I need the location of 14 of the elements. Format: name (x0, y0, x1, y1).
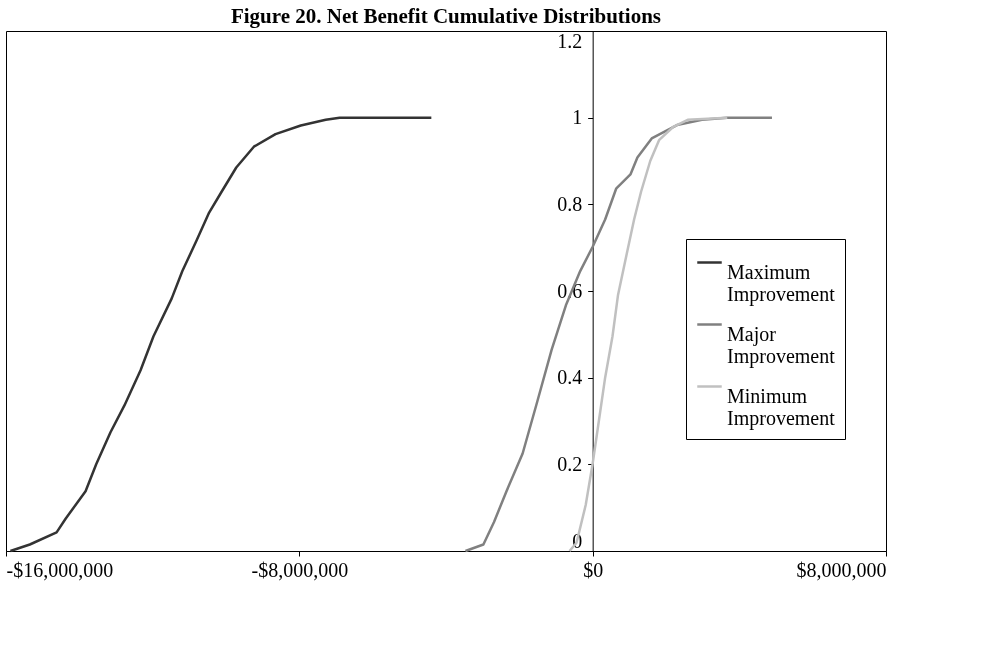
y-tick-label: 0.8 (557, 192, 583, 215)
y-tick-label: 1.2 (557, 29, 583, 52)
y-tick-label: 0.6 (557, 279, 583, 302)
legend-label: Major Improvement (727, 322, 836, 368)
x-tick-label: -$16,000,000 (6, 558, 114, 581)
x-tick-label: -$8,000,000 (251, 558, 349, 581)
x-tick-label: $8,000,000 (796, 558, 887, 581)
x-tick-label: $0 (583, 558, 604, 581)
y-tick-label: 0.2 (557, 452, 583, 475)
legend-label: Minimum Improvement (727, 384, 836, 430)
y-tick-label: 0.4 (557, 366, 583, 389)
chart-title: Figure 20. Net Benefit Cumulative Distributions (230, 3, 662, 28)
y-tick-label: 1 (572, 106, 583, 129)
legend-label: Maximum Improvement (727, 260, 836, 306)
